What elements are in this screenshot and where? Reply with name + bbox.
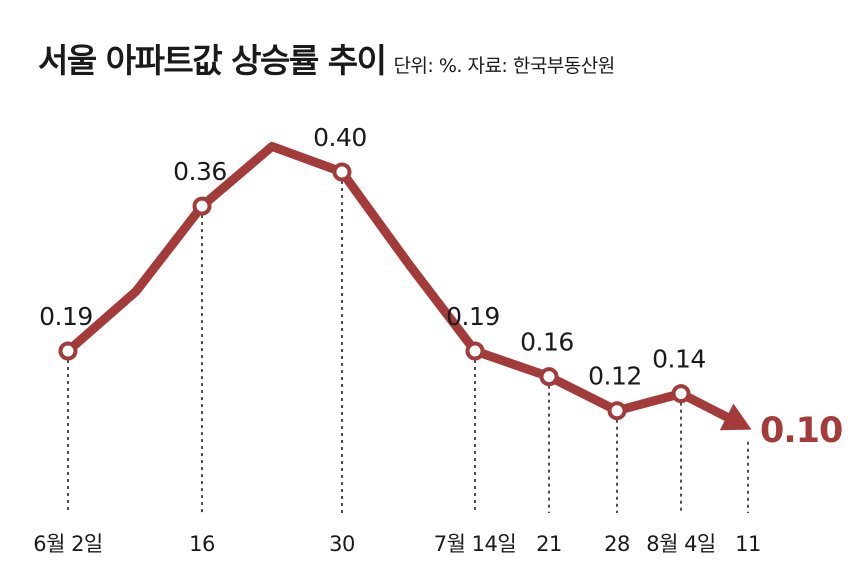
value-label: 0.40	[313, 123, 367, 152]
chart-header: 서울 아파트값 상승률 추이 단위: %. 자료: 한국부동산원	[38, 34, 615, 82]
x-tick-label: 6월 2일	[33, 532, 103, 556]
value-label: 0.19	[446, 302, 500, 331]
data-point	[192, 196, 212, 216]
data-point	[607, 401, 627, 421]
data-point	[58, 341, 78, 361]
data-point	[539, 367, 559, 387]
x-tick-label: 8월 4일	[646, 532, 716, 556]
value-label-latest: 0.10	[760, 411, 842, 451]
x-tick-label: 30	[329, 532, 355, 556]
value-labels: 0.19 0.36 0.40 0.19 0.16 0.12 0.14 0.10	[39, 123, 843, 451]
data-point	[332, 162, 352, 182]
series-line	[63, 141, 737, 425]
chart-title: 서울 아파트값 상승률 추이	[38, 41, 387, 80]
data-point	[465, 341, 485, 361]
data-markers	[58, 162, 691, 421]
data-point	[671, 384, 691, 404]
x-tick-label: 21	[536, 532, 562, 556]
x-axis-tick-labels: 6월 2일 16 30 7월 14일 21 28 8월 4일 11	[33, 532, 761, 556]
x-tick-label: 11	[735, 532, 761, 556]
x-tick-label: 7월 14일	[434, 532, 516, 556]
x-tick-label: 16	[189, 532, 215, 556]
guide-lines	[67, 181, 749, 513]
value-label: 0.19	[39, 302, 93, 331]
value-label: 0.12	[588, 362, 642, 391]
x-tick-label: 28	[604, 532, 630, 556]
value-label: 0.16	[520, 328, 574, 357]
value-label: 0.14	[652, 345, 706, 374]
chart-subtitle: 단위: %. 자료: 한국부동산원	[393, 55, 615, 77]
arrow-head	[719, 403, 752, 431]
value-label: 0.36	[173, 157, 227, 186]
series-arrow	[719, 403, 752, 431]
